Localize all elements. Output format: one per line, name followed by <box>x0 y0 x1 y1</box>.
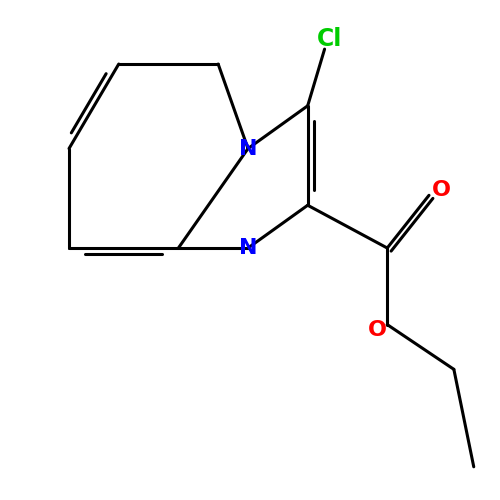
Text: Cl: Cl <box>317 27 342 51</box>
Text: O: O <box>368 320 387 340</box>
Text: N: N <box>239 238 258 258</box>
Text: O: O <box>432 180 450 201</box>
Text: N: N <box>239 138 258 158</box>
